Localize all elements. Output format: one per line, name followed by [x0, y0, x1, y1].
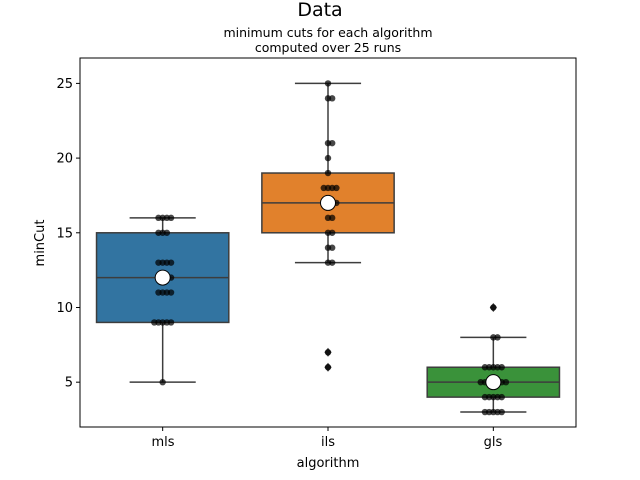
data-point: [159, 378, 166, 386]
mean-marker-ils: [320, 194, 336, 211]
y-tick-label: 10: [56, 301, 73, 316]
data-point: [329, 139, 336, 147]
x-axis: mls ils gls: [151, 435, 502, 450]
data-point: [163, 229, 171, 236]
data-point: [324, 80, 332, 87]
data-point: [477, 378, 484, 386]
plot-area: [95, 80, 561, 416]
data-point: [167, 289, 175, 296]
data-point: [494, 334, 501, 341]
chart-subtitle-line-2: computed over 25 runs: [255, 40, 401, 55]
y-axis-label: minCut: [33, 220, 48, 267]
data-point: [155, 259, 162, 266]
data-point: [498, 408, 505, 416]
data-point: [324, 154, 332, 162]
data-point: [324, 349, 332, 356]
data-point: [329, 229, 336, 236]
mean-marker-gls: [485, 374, 502, 391]
data-point: [167, 214, 175, 222]
data-point: [329, 244, 336, 251]
mean-marker-mls: [154, 269, 171, 286]
chart-title: Data: [297, 0, 342, 21]
data-point: [498, 393, 505, 401]
x-axis-label: algorithm: [297, 456, 360, 471]
data-point: [498, 364, 505, 371]
data-point: [155, 289, 162, 296]
y-axis: 5 10 15 20 25: [56, 77, 494, 431]
data-point: [155, 214, 162, 222]
data-point: [481, 393, 489, 401]
data-point: [333, 184, 340, 192]
data-point: [167, 319, 175, 326]
data-point: [329, 259, 336, 266]
data-point: [324, 364, 332, 371]
y-tick-label: 20: [56, 152, 73, 167]
chart-subtitle-line-1: minimum cuts for each algorithm: [223, 25, 432, 40]
box-group-mls: [95, 217, 230, 383]
data-point: [481, 364, 489, 371]
y-tick-label: 5: [65, 376, 73, 391]
data-point: [151, 319, 158, 326]
x-tick-label-gls: gls: [484, 435, 503, 450]
y-tick-label: 15: [56, 226, 73, 241]
data-point: [324, 169, 332, 177]
data-point: [329, 95, 336, 102]
x-tick-label-mls: mls: [151, 435, 174, 450]
y-tick-label: 25: [56, 77, 73, 92]
x-tick-label-ils: ils: [321, 435, 335, 450]
swarm-points-gls: [477, 304, 510, 416]
data-point: [167, 259, 175, 266]
data-point: [329, 214, 336, 222]
data-point: [320, 184, 327, 192]
data-point: [502, 378, 510, 386]
data-point: [490, 304, 497, 311]
data-point: [155, 229, 162, 236]
data-point: [481, 408, 489, 416]
box-group-ils: [261, 82, 395, 372]
